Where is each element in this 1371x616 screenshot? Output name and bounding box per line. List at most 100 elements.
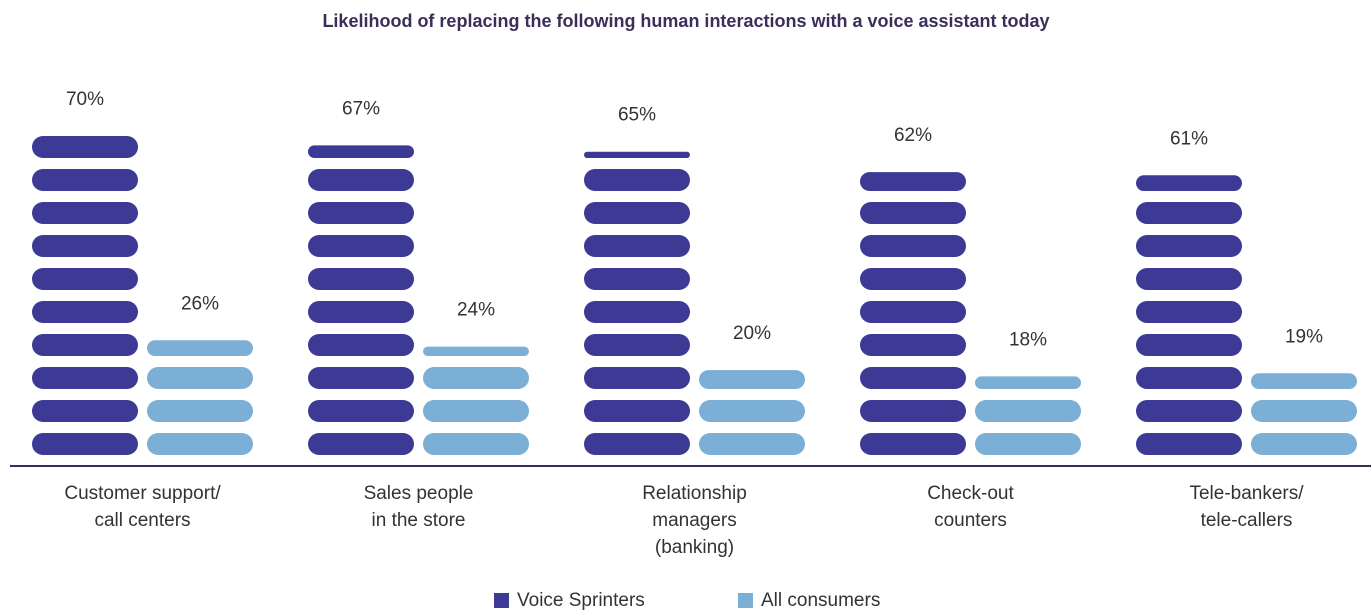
bar (584, 151, 690, 455)
bar-segment (308, 169, 414, 191)
legend-label: All consumers (761, 590, 880, 611)
bar (423, 346, 529, 455)
bar (308, 145, 414, 455)
x-tick-label: Relationship (642, 483, 747, 504)
bar-segment (308, 235, 414, 257)
legend-label: Voice Sprinters (517, 590, 645, 611)
bar (1136, 175, 1242, 455)
bar-segment (423, 367, 529, 389)
value-label: 19% (1285, 326, 1323, 347)
bar-segment (1136, 433, 1242, 455)
value-label: 18% (1009, 329, 1047, 350)
bar-segment (308, 433, 414, 455)
bar-segment (308, 145, 414, 158)
bar-segment (1251, 373, 1357, 389)
bar-segment (860, 172, 966, 191)
bar-segment (699, 433, 805, 455)
bar-segment (308, 268, 414, 290)
bar-segment (32, 301, 138, 323)
bar-segment (32, 235, 138, 257)
bar-segment (147, 340, 253, 356)
chart-title: Likelihood of replacing the following hu… (322, 11, 1049, 31)
bar-segment (975, 433, 1081, 455)
value-label: 20% (733, 323, 771, 344)
bar-segment (32, 202, 138, 224)
value-label: 65% (618, 105, 656, 126)
bar-segment (584, 202, 690, 224)
bar-segment (32, 433, 138, 455)
bar-segment (584, 268, 690, 290)
bar-segment (308, 400, 414, 422)
x-tick-label: in the store (372, 510, 466, 531)
bar-segment (1136, 202, 1242, 224)
bar-segment (860, 202, 966, 224)
bar-segment (584, 433, 690, 455)
bar-segment (584, 400, 690, 422)
bar-segment (860, 400, 966, 422)
legend-swatch (738, 593, 753, 608)
x-tick-label: Sales people (364, 483, 474, 504)
bar-segment (1251, 433, 1357, 455)
x-tick-label: tele-callers (1201, 510, 1293, 531)
bar-segment (308, 202, 414, 224)
bar-segment (699, 370, 805, 389)
bar-segment (1136, 268, 1242, 290)
bar-segment (1136, 400, 1242, 422)
bar-segment (308, 334, 414, 356)
value-label: 67% (342, 98, 380, 119)
bar-segment (1136, 367, 1242, 389)
bar (975, 376, 1081, 455)
bar-segment (308, 367, 414, 389)
bar (699, 370, 805, 455)
x-tick-label: Customer support/ (64, 483, 221, 504)
bar-segment (32, 334, 138, 356)
bar-segment (860, 268, 966, 290)
bar (860, 172, 966, 455)
bar-segment (147, 367, 253, 389)
bar-segment (147, 433, 253, 455)
value-label: 62% (894, 125, 932, 146)
bar-segment (147, 400, 253, 422)
bar-segment (584, 367, 690, 389)
bar-segment (584, 151, 690, 158)
bar-segment (423, 400, 529, 422)
bar-segment (308, 301, 414, 323)
x-tick-label: call centers (94, 510, 190, 531)
bar-segment (1136, 235, 1242, 257)
bar-segment (32, 268, 138, 290)
bar-segment (860, 301, 966, 323)
bar-segment (423, 433, 529, 455)
bar-segment (32, 400, 138, 422)
value-label: 26% (181, 293, 219, 314)
bar-segment (1251, 400, 1357, 422)
bar-segment (584, 169, 690, 191)
bar-segment (32, 367, 138, 389)
bar-segment (1136, 175, 1242, 191)
bar-segment (975, 400, 1081, 422)
bar-segment (1136, 301, 1242, 323)
x-tick-label: managers (652, 510, 737, 531)
bar-segment (860, 334, 966, 356)
bar-segment (584, 301, 690, 323)
x-tick-label: Check-out (927, 483, 1014, 504)
bar-segment (860, 433, 966, 455)
x-tick-label: (banking) (655, 537, 734, 558)
bar-segment (584, 334, 690, 356)
bar-segment (860, 367, 966, 389)
x-tick-label: counters (934, 510, 1007, 531)
bar (147, 340, 253, 455)
bar-segment (975, 376, 1081, 389)
bar (1251, 373, 1357, 455)
x-tick-label: Tele-bankers/ (1189, 483, 1304, 504)
bar-segment (860, 235, 966, 257)
value-label: 24% (457, 300, 495, 321)
bar-segment (423, 346, 529, 356)
value-label: 61% (1170, 128, 1208, 149)
bar-segment (699, 400, 805, 422)
bar-segment (32, 136, 138, 158)
bar-segment (584, 235, 690, 257)
value-label: 70% (66, 89, 104, 110)
bar-segment (1136, 334, 1242, 356)
bar-segment (32, 169, 138, 191)
